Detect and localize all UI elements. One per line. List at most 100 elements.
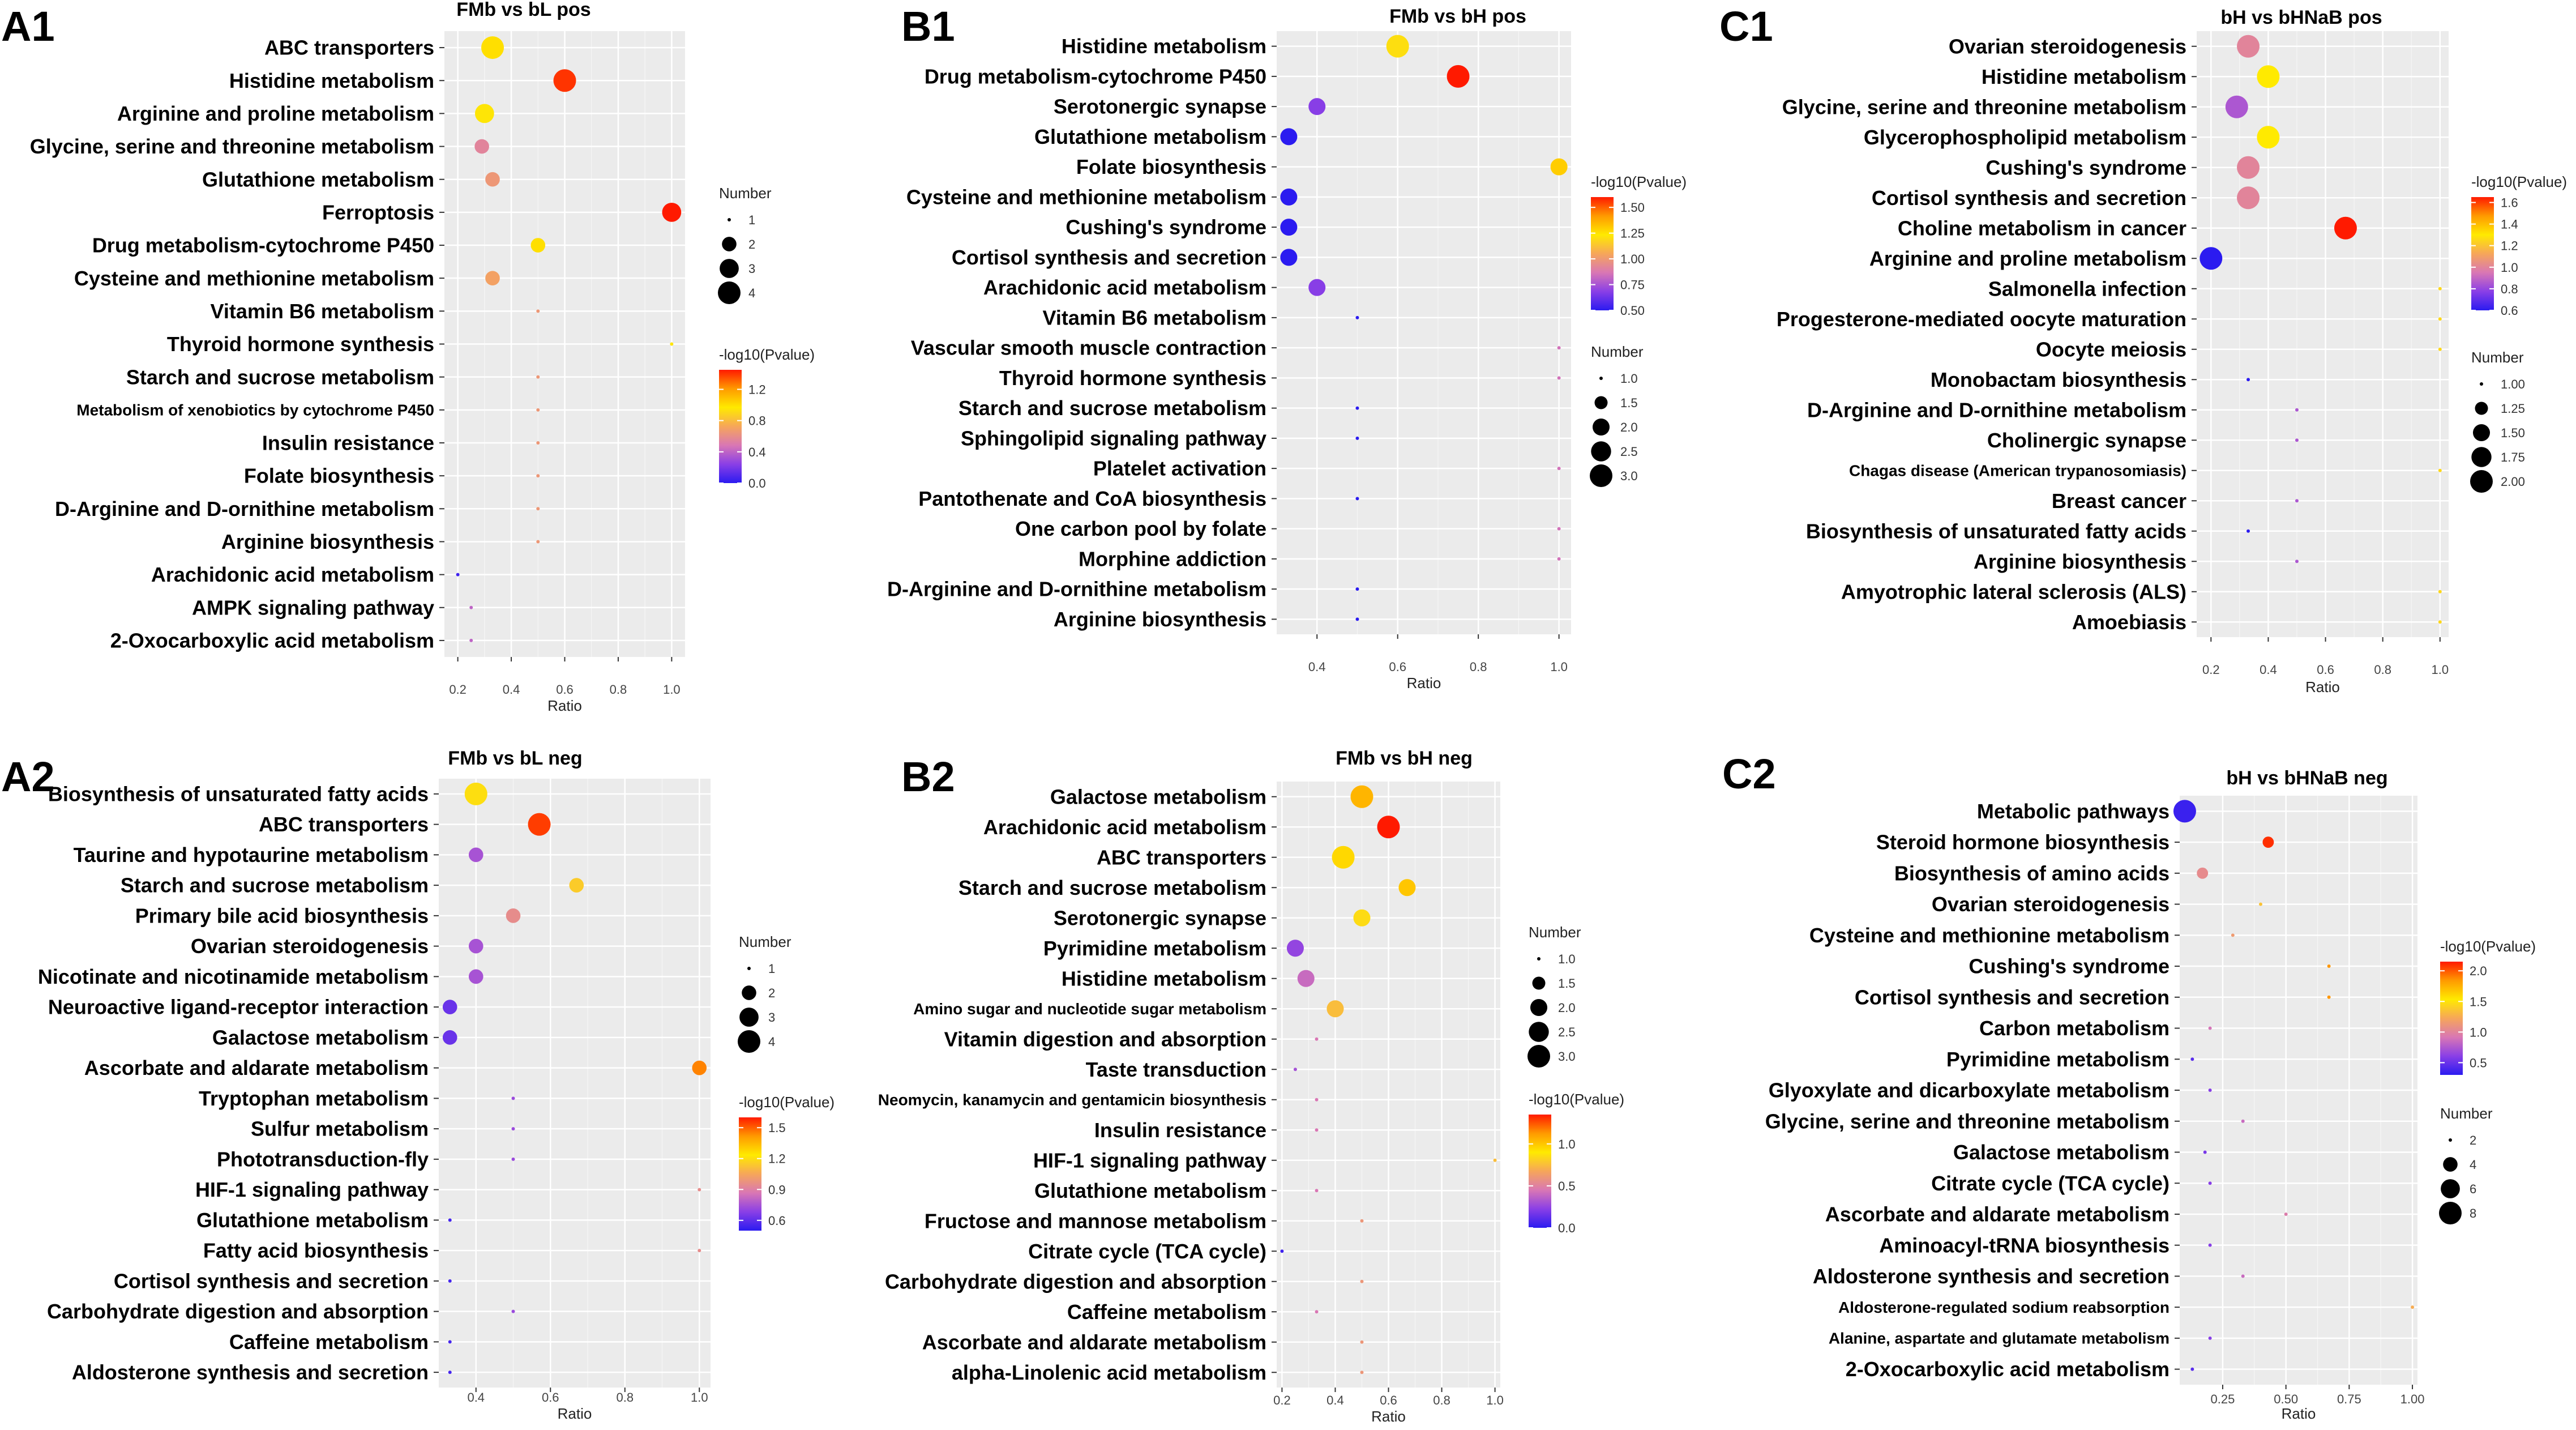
pathway-label: Cholinergic synapse [1987, 429, 2186, 452]
panel-label: A1 [1, 3, 55, 50]
data-point [1557, 376, 1561, 380]
size-legend-label: 4 [748, 286, 755, 300]
pathway-label: Steroid hormone biosynthesis [1876, 831, 2170, 854]
pathway-label: Fructose and mannose metabolism [925, 1209, 1266, 1232]
data-point [511, 1096, 515, 1100]
pathway-label: Starch and sucrose metabolism [958, 876, 1266, 899]
x-tick-label: 0.2 [1273, 1393, 1291, 1407]
panel-b1: B1 FMb vs bH pos 0.4 0.6 0.8 1.0 Ratio Histidin… [887, 3, 1687, 691]
color-legend: -log10(Pvalue) 0.5 1.0 1.5 2.0 [2440, 938, 2536, 1075]
pathway-label: ABC transporters [264, 36, 434, 59]
data-point [692, 1060, 707, 1075]
data-point [1557, 467, 1561, 471]
data-point [2190, 1367, 2194, 1371]
size-legend-label: 2.5 [1620, 445, 1638, 459]
data-point [2241, 1274, 2245, 1278]
colorbar-tick-label: 0.4 [748, 445, 766, 459]
pathway-label: Ascorbate and aldarate metabolism [84, 1056, 429, 1079]
colorbar-tick-label: 2.0 [2470, 964, 2487, 978]
data-point [1360, 1340, 1364, 1344]
pathway-label: ABC transporters [1097, 846, 1266, 869]
data-point [1315, 1098, 1319, 1102]
data-point [2411, 1305, 2415, 1309]
size-legend-label: 6 [2470, 1182, 2476, 1196]
x-tick-label: 0.8 [1470, 660, 1487, 674]
size-legend-key [742, 985, 756, 1000]
plot-area [2197, 31, 2449, 637]
pathway-label: Histidine metabolism [1982, 65, 2186, 88]
pathway-label: Chagas disease (American trypanosomiasis… [1849, 462, 2186, 480]
pathway-label: Morphine addiction [1079, 547, 1266, 570]
colorbar-tick-label: 1.4 [2501, 217, 2518, 232]
data-point [569, 878, 584, 893]
size-legend-key [718, 281, 741, 304]
pathway-label: Pyrimidine metabolism [1043, 937, 1266, 960]
pathway-label: Cortisol synthesis and secretion [1872, 186, 2186, 210]
pathway-label: Glutathione metabolism [1034, 1179, 1266, 1202]
colorbar-tick-label: 0.8 [748, 414, 766, 428]
size-legend-label: 3.0 [1558, 1049, 1576, 1064]
data-point [2208, 1243, 2212, 1247]
x-tick-label: 1.0 [1486, 1393, 1504, 1407]
size-legend: Number 1 2 3 4 [718, 185, 772, 304]
pathway-label: One carbon pool by folate [1015, 517, 1266, 540]
data-point [1350, 785, 1373, 808]
data-point [1293, 1068, 1297, 1072]
pathway-label: Sphingolipid signaling pathway [961, 426, 1266, 450]
data-point [536, 540, 540, 544]
data-point [1297, 970, 1315, 987]
size-legend-key [1599, 377, 1603, 380]
data-point [2438, 620, 2442, 624]
color-legend: -log10(Pvalue) 0.0 0.5 1.0 [1529, 1091, 1624, 1235]
pathway-label: Aminoacyl-tRNA biosynthesis [1879, 1233, 2170, 1257]
pathway-label: Vitamin B6 metabolism [211, 300, 434, 323]
colorbar [2440, 962, 2463, 1075]
pathway-label: Phototransduction-fly [217, 1147, 429, 1171]
size-legend-key [722, 237, 737, 251]
pathway-label: Aldosterone-regulated sodium reabsorptio… [1838, 1299, 2170, 1316]
x-axis-label: Ratio [2305, 678, 2340, 695]
pathway-label: Glutathione metabolism [196, 1209, 429, 1232]
colorbar-tick-label: 0.5 [1558, 1179, 1576, 1193]
data-point [1280, 1249, 1284, 1253]
pathway-label: Histidine metabolism [1062, 35, 1266, 58]
pathway-label: Arachidonic acid metabolism [983, 816, 1266, 839]
pathway-label: Vitamin B6 metabolism [1043, 306, 1266, 329]
size-legend: Number 1 2 3 4 [738, 933, 791, 1053]
data-point [1308, 98, 1326, 116]
pathway-label: Carbon metabolism [1979, 1017, 2170, 1040]
pathway-label: Cushing's syndrome [1986, 156, 2186, 179]
size-legend-label: 4 [768, 1035, 775, 1049]
panel-label: C1 [1719, 3, 1773, 50]
data-point [1355, 436, 1359, 440]
size-legend-key [1590, 464, 1612, 487]
data-point [456, 573, 460, 577]
data-point [536, 309, 540, 313]
pathway-label: Glycerophospholipid metabolism [1864, 126, 2186, 149]
data-point [485, 271, 500, 285]
x-tick-label: 0.75 [2337, 1392, 2361, 1406]
pathway-label: Serotonergic synapse [1054, 95, 1266, 118]
pathway-label: Choline metabolism in cancer [1898, 216, 2186, 240]
colorbar [739, 1117, 761, 1231]
data-point [1550, 158, 1568, 176]
size-legend-key [738, 1030, 760, 1053]
data-point [1398, 879, 1416, 897]
size-legend-label: 3 [768, 1010, 775, 1025]
x-tick-label: 0.6 [1380, 1393, 1397, 1407]
pathway-label: Cortisol synthesis and secretion [952, 246, 1266, 269]
data-point [469, 638, 473, 642]
color-legend-title: -log10(Pvalue) [719, 346, 815, 363]
data-point [442, 1030, 457, 1045]
data-point [469, 605, 473, 609]
data-point [2173, 800, 2196, 823]
size-legend-key [2449, 1138, 2452, 1142]
color-legend-title: -log10(Pvalue) [2440, 938, 2536, 955]
data-point [536, 507, 540, 511]
plot-area [1277, 31, 1571, 634]
pathway-label: Glycine, serine and threonine metabolism [1782, 95, 2186, 118]
pathway-label: Monobactam biosynthesis [1931, 368, 2186, 391]
pathway-label: Ovarian steroidogenesis [1949, 35, 2186, 58]
data-point [1557, 527, 1561, 531]
size-legend-label: 3 [748, 262, 755, 276]
